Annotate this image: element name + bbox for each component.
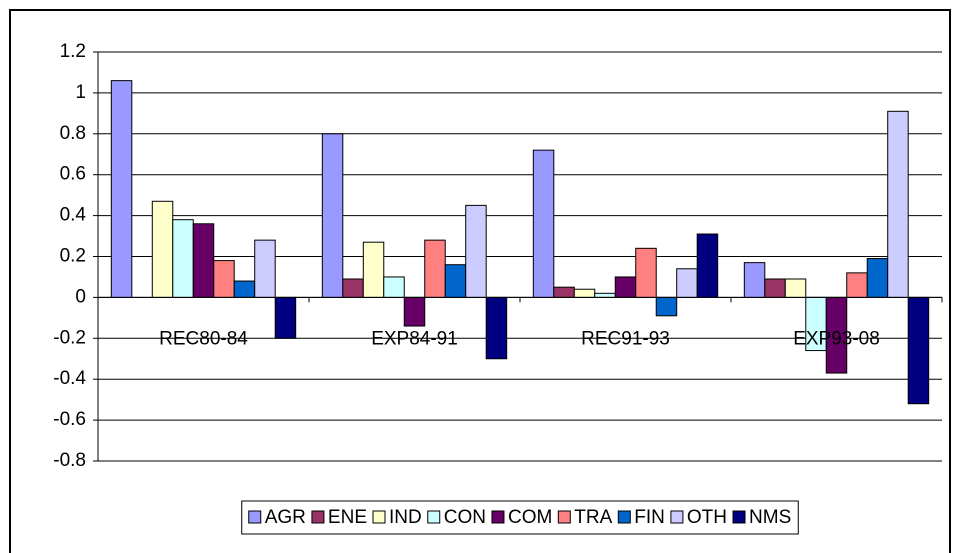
y-tick-label: 1	[75, 82, 86, 103]
legend-swatch	[557, 510, 571, 524]
bar	[907, 296, 930, 405]
bar	[485, 296, 508, 360]
bar	[655, 296, 678, 317]
bar	[784, 278, 807, 298]
legend-label: ENE	[328, 507, 367, 528]
y-tick-label: 1.2	[60, 41, 86, 62]
bar	[614, 276, 637, 298]
bar	[573, 288, 596, 298]
bar	[342, 278, 364, 298]
legend-swatch	[248, 510, 262, 524]
bar	[594, 292, 616, 298]
bar	[553, 286, 575, 298]
bar	[151, 200, 174, 298]
legend-label: AGR	[265, 507, 306, 528]
bar	[362, 241, 385, 298]
bar	[192, 223, 215, 298]
bar	[696, 233, 719, 298]
bar	[110, 80, 133, 298]
legend-swatch	[372, 510, 386, 524]
y-tick-label: -0.4	[53, 368, 86, 389]
legend-swatch	[311, 510, 325, 524]
bar	[403, 296, 426, 327]
bar	[383, 276, 405, 298]
bar	[887, 110, 909, 298]
y-tick-label: -0.6	[53, 409, 86, 430]
legend-label: CON	[444, 507, 486, 528]
bar	[321, 133, 344, 298]
legend-swatch	[491, 510, 505, 524]
legend-swatch	[732, 510, 746, 524]
bar	[172, 219, 194, 298]
legend-label: TRA	[574, 507, 612, 528]
y-tick-label: 0	[75, 286, 86, 307]
bar	[866, 258, 889, 298]
y-tick-label: 0.6	[60, 164, 86, 185]
bar	[676, 268, 698, 298]
x-tick-label: EXP93-08	[793, 328, 880, 349]
legend-box	[241, 500, 799, 535]
x-tick-label: REC91-93	[581, 328, 670, 349]
y-tick-label: -0.2	[53, 327, 86, 348]
legend-label: COM	[508, 507, 552, 528]
legend-label: FIN	[634, 507, 665, 528]
bar	[846, 272, 868, 298]
bar	[444, 264, 467, 298]
y-tick-label: 0.2	[60, 246, 86, 267]
legend-label: OTH	[687, 507, 727, 528]
bar	[635, 247, 657, 298]
legend-swatch	[617, 510, 631, 524]
bar	[254, 239, 276, 298]
legend-label: NMS	[749, 507, 791, 528]
bar	[233, 280, 256, 298]
y-tick-label: 0.8	[60, 123, 86, 144]
legend-label: IND	[389, 507, 422, 528]
legend: AGR ENE IND CON COM TRA FIN OTH NMS	[241, 500, 799, 535]
bar	[743, 262, 766, 298]
y-tick-label: -0.8	[53, 450, 86, 471]
x-tick-label: REC80-84	[159, 328, 248, 349]
legend-swatch	[427, 510, 441, 524]
y-tick-label: 0.4	[60, 205, 87, 226]
bar	[465, 204, 487, 298]
bar	[532, 149, 555, 298]
bar	[274, 296, 297, 339]
x-tick-label: EXP84-91	[371, 328, 458, 349]
legend-swatch	[670, 510, 684, 524]
bar	[424, 239, 446, 298]
bar	[764, 278, 786, 298]
bar	[213, 260, 235, 298]
